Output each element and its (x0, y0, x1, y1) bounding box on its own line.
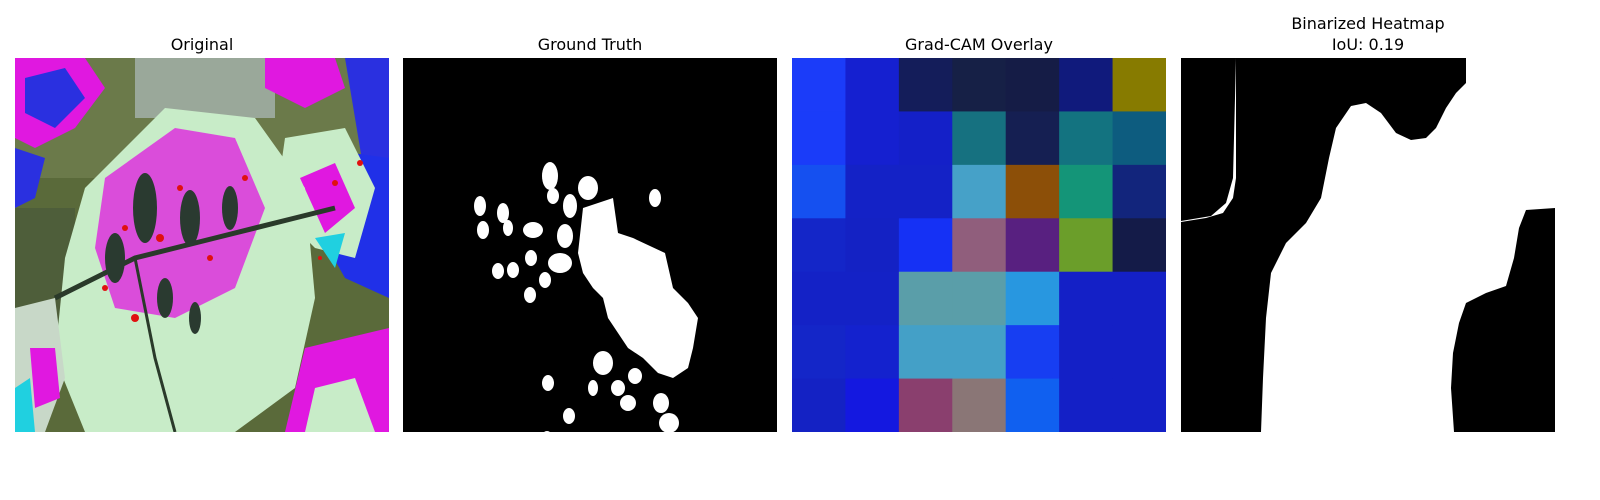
gradcam-cell (1112, 58, 1166, 112)
gradcam-cell (952, 58, 1007, 112)
original-image (15, 58, 389, 432)
gradcam-cell (792, 378, 846, 432)
gradcam-cell (1005, 111, 1060, 166)
gradcam-cell (1059, 325, 1114, 380)
gradcam-cell (1112, 111, 1166, 166)
panel-title-ground-truth: Ground Truth (537, 35, 643, 54)
ground-truth-panel (403, 58, 777, 432)
gradcam-cell (1005, 378, 1060, 432)
gradcam-cell (792, 58, 846, 112)
gradcam-cell (952, 325, 1007, 380)
gradcam-cell (845, 271, 900, 326)
gradcam-cell (952, 164, 1007, 219)
gradcam-cell (1059, 218, 1114, 273)
gradcam-cell (792, 164, 846, 219)
binarized-heatmap (1181, 58, 1555, 432)
gradcam-cell (845, 58, 900, 112)
panel-title-gradcam-overlay: Grad-CAM Overlay (905, 35, 1053, 54)
gradcam-cell (952, 271, 1007, 326)
gradcam-overlay-panel (792, 58, 1166, 432)
panel-title-original: Original (170, 35, 234, 54)
gradcam-cell (1059, 271, 1114, 326)
gradcam-cell (1112, 164, 1166, 219)
gradcam-cell (1005, 164, 1060, 219)
gradcam-cell (792, 218, 846, 273)
panel-title-binarized-heatmap: Binarized Heatmap (1291, 14, 1445, 33)
gradcam-heatmap (792, 58, 1166, 432)
gradcam-cell (845, 378, 900, 432)
gradcam-cell (845, 111, 900, 166)
gradcam-cell (952, 218, 1007, 273)
gradcam-cell (1059, 164, 1114, 219)
gradcam-cell (792, 271, 846, 326)
gradcam-cell (952, 111, 1007, 166)
binarized-heatmap-panel (1181, 58, 1555, 432)
gradcam-cell (898, 218, 953, 273)
gradcam-cell (898, 271, 953, 326)
gradcam-cell (1059, 111, 1114, 166)
gradcam-cell (1059, 58, 1114, 112)
gradcam-cell (898, 58, 953, 112)
gradcam-cell (845, 325, 900, 380)
gradcam-cell (845, 164, 900, 219)
gradcam-cell (952, 378, 1007, 432)
gradcam-cell (1112, 325, 1166, 380)
panel-subtitle-iou: IoU: 0.19 (1331, 35, 1405, 54)
ground-truth-mask (403, 58, 777, 432)
gradcam-cell (792, 325, 846, 380)
gradcam-cell (1112, 271, 1166, 326)
original-image-panel (15, 58, 389, 432)
gradcam-cell (1005, 218, 1060, 273)
gradcam-cell (898, 111, 953, 166)
gradcam-cell (1005, 58, 1060, 112)
gradcam-cell (1005, 325, 1060, 380)
gradcam-cell (792, 111, 846, 166)
gradcam-cell (1112, 378, 1166, 432)
gradcam-cell (1112, 218, 1166, 273)
gradcam-cell (898, 378, 953, 432)
gradcam-cell (1005, 271, 1060, 326)
gradcam-cell (1059, 378, 1114, 432)
gradcam-cell (898, 325, 953, 380)
gradcam-cell (898, 164, 953, 219)
gradcam-cell (845, 218, 900, 273)
